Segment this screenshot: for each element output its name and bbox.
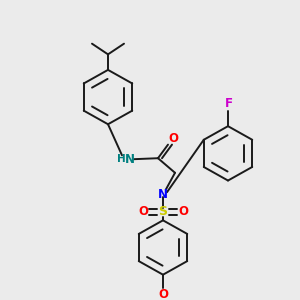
Text: O: O bbox=[138, 205, 148, 218]
Text: N: N bbox=[125, 153, 135, 166]
Text: F: F bbox=[225, 98, 233, 110]
Text: H: H bbox=[117, 154, 125, 164]
Text: S: S bbox=[158, 205, 167, 218]
Text: O: O bbox=[178, 205, 188, 218]
Text: O: O bbox=[168, 132, 178, 145]
Text: O: O bbox=[158, 288, 168, 300]
Text: N: N bbox=[158, 188, 168, 201]
